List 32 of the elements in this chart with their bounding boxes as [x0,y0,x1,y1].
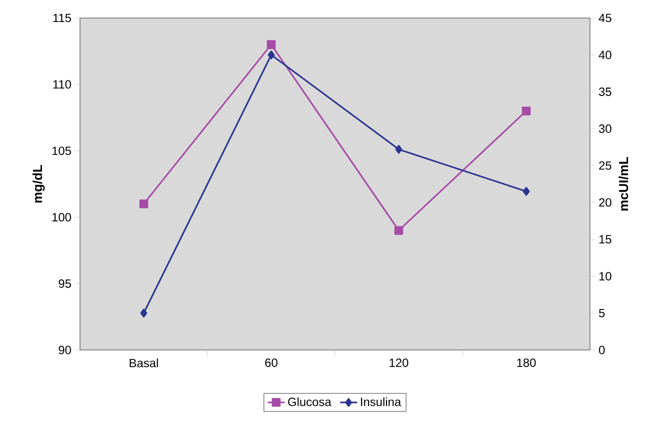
y2-tick-label: 0 [598,346,605,354]
x-tick-label: 120 [390,358,408,367]
y-tick-label: 110 [53,80,72,89]
point [395,144,402,154]
x-tick-label: 60 [265,358,278,367]
point [140,308,148,318]
point [139,200,148,208]
y-tick-label: 95 [58,279,71,288]
y2-tick-label: 35 [598,88,612,96]
point [268,50,275,60]
point [522,106,531,116]
point [266,40,276,49]
point [394,226,404,235]
x-tick-label: 180 [517,358,536,367]
y2-axis-title: mcUI/mL [618,157,628,210]
y2-tick-label: 20 [599,198,612,207]
y2-tick-label: 45 [598,14,612,22]
y2-tick-label: 40 [598,50,612,60]
y2-tick-label: 30 [598,124,612,133]
y-tick-label: 100 [52,212,72,222]
legend-label: Glucosa [288,397,332,406]
legend-label: Insulina [361,397,402,406]
x-tick-label: Basal [130,358,158,368]
y2-tick-label: 5 [598,308,605,318]
y-tick-label: 115 [53,14,71,22]
y2-tick-label: 15 [599,235,612,244]
y2-tick-label: 10 [599,272,612,280]
point [522,186,530,196]
y-tick-label: 105 [52,146,71,156]
y-tick-label: 90 [58,346,72,354]
y2-tick-label: 25 [599,161,612,170]
y-axis-title: mg/dL [32,164,45,203]
